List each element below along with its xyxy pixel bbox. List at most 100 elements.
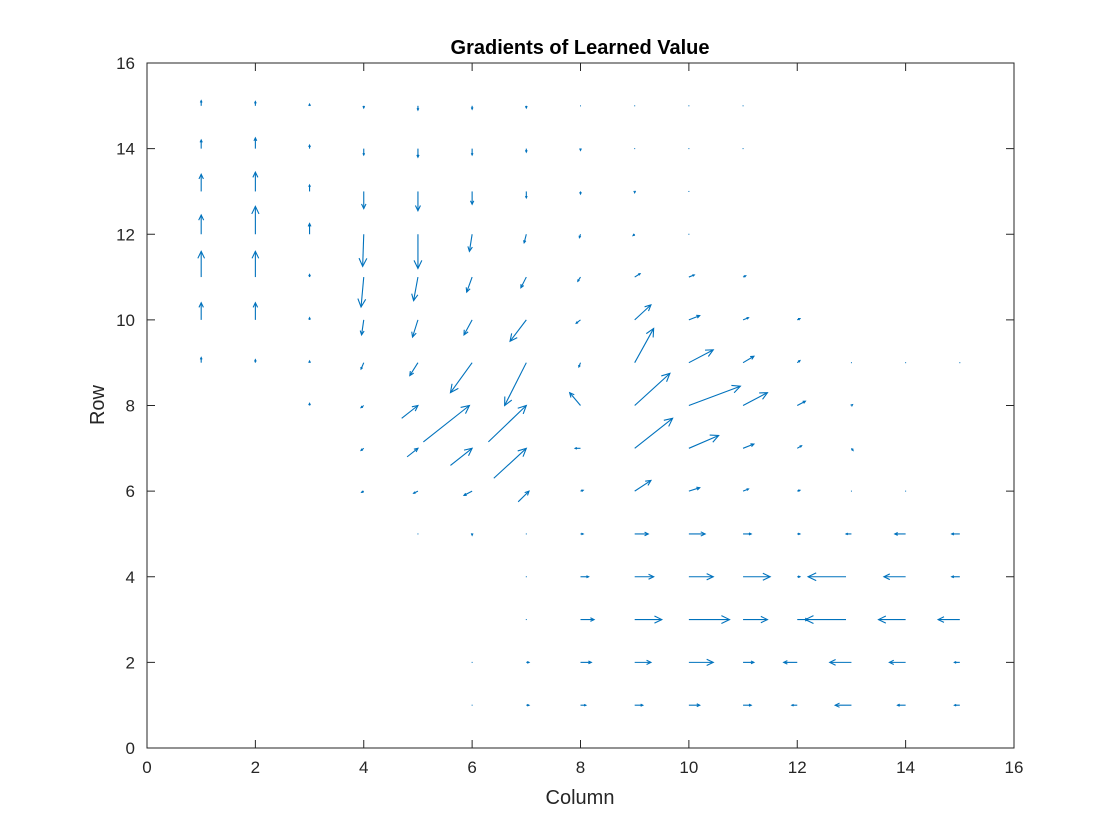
gradient-arrow (953, 661, 960, 664)
y-tick-label: 14 (116, 140, 135, 159)
gradient-arrow (893, 532, 906, 536)
gradient-arrow (936, 616, 960, 623)
gradient-arrow (580, 489, 585, 493)
gradient-arrow (462, 490, 473, 496)
gradient-arrow (413, 234, 423, 270)
gradient-arrow (742, 275, 747, 278)
x-tick-label: 4 (359, 758, 368, 777)
gradient-arrow (688, 434, 720, 449)
gradient-arrow (950, 575, 960, 579)
gradient-arrow (406, 447, 419, 458)
gradient-arrow (416, 148, 420, 159)
gradient-arrow (578, 234, 582, 239)
gradient-arrow (833, 702, 852, 708)
gradient-arrow (359, 319, 365, 337)
x-tick-label: 14 (896, 758, 915, 777)
gradient-arrow (470, 148, 474, 157)
gradient-arrow (253, 136, 258, 149)
gradient-arrow (254, 100, 257, 106)
gradient-arrow (360, 362, 365, 371)
x-tick-label: 10 (679, 758, 698, 777)
y-tick-label: 0 (126, 739, 135, 758)
gradient-arrow (362, 148, 366, 157)
gradient-arrow (742, 392, 769, 406)
gradient-arrow (688, 314, 701, 321)
gradient-arrow (467, 234, 473, 253)
gradient-arrow (796, 400, 807, 406)
gradient-arrow (526, 703, 531, 707)
x-tick-label: 12 (788, 758, 807, 777)
gradient-arrow (197, 250, 206, 278)
gradient-arrow (580, 703, 588, 707)
gradient-arrow (782, 660, 798, 665)
gradient-arrow (517, 490, 530, 503)
x-tick-label: 2 (251, 758, 260, 777)
gradient-arrow (688, 486, 701, 492)
gradient-arrow (524, 105, 528, 110)
gradient-arrow (360, 490, 365, 494)
gradient-arrow (360, 405, 365, 409)
gradient-arrow (579, 148, 582, 152)
y-tick-label: 6 (126, 482, 135, 501)
gradient-arrow (509, 319, 527, 343)
arrows-layer (197, 99, 961, 708)
gradient-arrow (568, 391, 581, 406)
gradient-arrow (449, 362, 473, 394)
gradient-arrow (634, 615, 664, 624)
gradient-arrow (199, 138, 203, 149)
gradient-arrow (797, 489, 802, 493)
gradient-arrow (742, 443, 756, 449)
gradient-arrow (688, 573, 715, 581)
gradient-arrow (488, 404, 528, 443)
gradient-arrow (634, 531, 650, 537)
chart-title: Gradients of Learned Value (451, 37, 710, 59)
y-tick-label: 10 (116, 311, 135, 330)
gradient-arrow (580, 575, 590, 579)
gradient-arrow (308, 183, 311, 192)
gradient-arrow (470, 105, 474, 111)
gradient-arrow (504, 362, 527, 407)
gradient-arrow (575, 319, 581, 325)
gradient-arrow (688, 274, 696, 278)
gradient-arrow (632, 233, 636, 237)
gradient-arrow (796, 445, 803, 449)
ticks-layer: 0 2 4 6 8 10 12 14 16 0 2 4 6 8 10 12 14 16 (116, 54, 1023, 777)
gradient-arrow (634, 372, 671, 406)
gradient-arrow (743, 703, 753, 707)
gradient-arrow (361, 191, 367, 210)
gradient-arrow (633, 190, 637, 194)
gradient-arrow (577, 276, 581, 283)
gradient-arrow (896, 703, 906, 707)
gradient-arrow (743, 532, 753, 536)
gradient-arrow (401, 404, 419, 419)
gradient-arrow (308, 359, 311, 364)
gradient-arrow (470, 533, 474, 537)
gradient-arrow (688, 615, 731, 624)
gradient-arrow (797, 532, 802, 536)
gradient-arrow (251, 250, 260, 278)
gradient-arrow (198, 301, 204, 320)
gradient-arrow (743, 660, 756, 665)
gradient-arrow (578, 362, 582, 369)
gradient-arrow (850, 447, 854, 452)
gradient-arrow (308, 402, 311, 406)
gradient-arrow (580, 617, 596, 622)
gradient-arrow (688, 703, 701, 708)
gradient-arrow (844, 532, 852, 536)
gradient-arrow (423, 404, 471, 443)
gradient-arrow (520, 276, 527, 289)
gradient-arrow (806, 572, 847, 582)
gradient-arrow (634, 417, 674, 449)
gradient-arrow (688, 658, 715, 667)
x-tick-label: 8 (576, 758, 585, 777)
x-axis-label: Column (546, 787, 615, 809)
y-tick-label: 8 (126, 397, 135, 416)
gradient-arrow (450, 447, 474, 466)
gradient-arrow (308, 273, 311, 278)
gradient-arrow (416, 105, 420, 112)
gradient-arrow (688, 531, 707, 537)
gradient-arrow (634, 659, 653, 665)
gradient-arrow (882, 573, 906, 581)
gradient-arrow (790, 703, 798, 707)
gradient-arrow (526, 661, 531, 664)
